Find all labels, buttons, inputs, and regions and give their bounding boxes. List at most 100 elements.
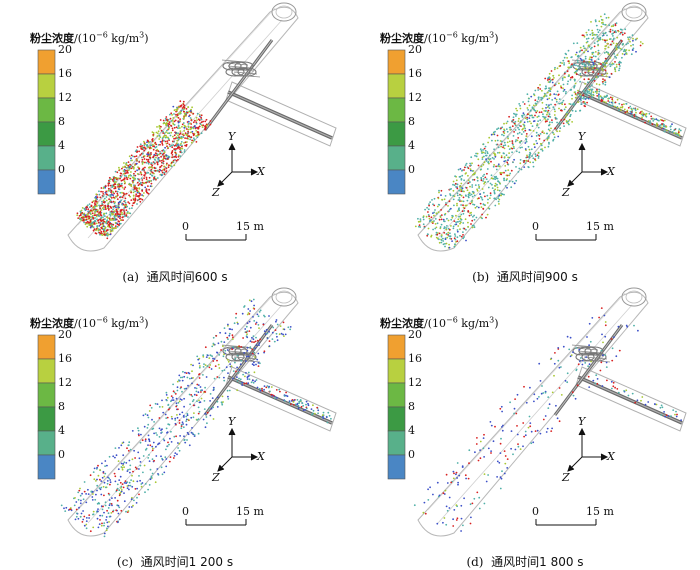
legend-title-unit: /(10 xyxy=(74,317,96,330)
legend-swatch xyxy=(387,454,406,480)
legend-colorbar xyxy=(37,334,56,480)
panel-label: (c) xyxy=(116,555,134,569)
branch-tunnel-outline xyxy=(575,366,687,432)
legend-title-exponent: −6 xyxy=(96,30,108,40)
panel-title: 通风时间900 s xyxy=(496,270,578,284)
scale-bar-start: 0 xyxy=(532,505,539,518)
scale-bar xyxy=(185,519,247,526)
legend-tick-label: 8 xyxy=(58,115,65,128)
legend-title-close: ) xyxy=(494,317,499,330)
x-axis-label: X xyxy=(257,165,265,178)
legend-tick-label: 0 xyxy=(408,448,415,461)
legend-swatch xyxy=(37,430,56,456)
x-axis-label: X xyxy=(607,165,615,178)
panel-label: (d) xyxy=(466,555,484,569)
scale-bar xyxy=(185,234,247,241)
legend-title-label: 粉尘浓度 xyxy=(30,32,74,45)
legend-title-cube: 3 xyxy=(139,30,145,40)
branch-tunnel-outline xyxy=(225,366,337,432)
panel-title: 通风时间1 800 s xyxy=(491,555,584,569)
scale-bar-end: 15 m xyxy=(586,220,614,233)
legend-title-unit2: kg/m xyxy=(107,317,140,330)
legend-tick-label: 0 xyxy=(58,163,65,176)
machinery xyxy=(571,344,611,363)
legend-tick-label: 16 xyxy=(408,352,422,365)
legend-tick-label: 0 xyxy=(58,448,65,461)
legend-title-unit2: kg/m xyxy=(107,32,140,45)
legend-swatch xyxy=(37,73,56,99)
legend-swatch xyxy=(37,121,56,147)
panel-caption: (a) 通风时间600 s xyxy=(0,268,350,285)
legend-swatch xyxy=(37,358,56,384)
legend-title-label: 粉尘浓度 xyxy=(30,317,74,330)
legend-title: 粉尘浓度/(10−6 kg/m3) xyxy=(30,30,149,46)
legend-swatch xyxy=(37,406,56,432)
legend-swatch xyxy=(387,358,406,384)
scale-bar-start: 0 xyxy=(532,220,539,233)
legend-title: 粉尘浓度/(10−6 kg/m3) xyxy=(380,30,499,46)
legend-title-cube: 3 xyxy=(139,315,145,325)
legend-title: 粉尘浓度/(10−6 kg/m3) xyxy=(30,315,149,331)
legend-title-label: 粉尘浓度 xyxy=(380,317,424,330)
legend-swatch xyxy=(387,382,406,408)
legend-tick-label: 4 xyxy=(408,139,415,152)
legend-swatch xyxy=(387,430,406,456)
z-axis-label: Z xyxy=(212,471,220,484)
legend-swatch xyxy=(37,169,56,195)
legend-title-exponent: −6 xyxy=(446,315,458,325)
legend-colorbar xyxy=(387,49,406,195)
legend-title-unit2: kg/m xyxy=(457,32,490,45)
legend-title-close: ) xyxy=(144,32,149,45)
panel-caption: (d) 通风时间1 800 s xyxy=(350,553,700,570)
y-axis-label: Y xyxy=(578,130,586,143)
legend-title: 粉尘浓度/(10−6 kg/m3) xyxy=(380,315,499,331)
figure-panel: 粉尘浓度/(10−6 kg/m3) 20 16 12 8 4 0 Y X Z 0 15 m (a) 通风… xyxy=(0,0,350,285)
z-axis-label: Z xyxy=(562,471,570,484)
legend-colorbar xyxy=(387,334,406,480)
scale-bar xyxy=(535,519,597,526)
dust-particles xyxy=(76,100,212,240)
legend-swatch xyxy=(387,73,406,99)
legend-title-unit2: kg/m xyxy=(457,317,490,330)
legend-tick-label: 12 xyxy=(408,91,422,104)
x-axis-label: X xyxy=(257,450,265,463)
tunnel-end-cap xyxy=(621,287,647,307)
panel-title: 通风时间1 200 s xyxy=(140,555,234,569)
legend-tick-label: 4 xyxy=(58,139,65,152)
legend-tick-label: 12 xyxy=(408,376,422,389)
legend-swatch xyxy=(387,49,406,75)
panel-label: (a) xyxy=(122,270,139,284)
legend-tick-label: 4 xyxy=(408,424,415,437)
z-axis-label: Z xyxy=(212,186,220,199)
legend-swatch xyxy=(387,334,406,360)
legend-swatch xyxy=(387,406,406,432)
legend-title-cube: 3 xyxy=(489,315,495,325)
legend-tick-label: 20 xyxy=(408,328,422,341)
legend-tick-label: 20 xyxy=(58,328,72,341)
scale-bar-end: 15 m xyxy=(236,220,264,233)
figure-panel: 粉尘浓度/(10−6 kg/m3) 20 16 12 8 4 0 Y X Z 0 15 m (d) 通风… xyxy=(350,285,700,570)
legend-tick-label: 12 xyxy=(58,376,72,389)
figure-panel: 粉尘浓度/(10−6 kg/m3) 20 16 12 8 4 0 Y X Z 0 15 m (c) 通风… xyxy=(0,285,350,570)
coordinate-axes xyxy=(217,142,259,187)
legend-tick-label: 16 xyxy=(58,67,72,80)
legend-title-close: ) xyxy=(494,32,499,45)
branch-tunnel-outline xyxy=(225,81,337,147)
panel-caption: (b) 通风时间900 s xyxy=(350,268,700,285)
tunnel-model xyxy=(387,287,687,537)
legend-tick-label: 0 xyxy=(408,163,415,176)
legend-swatch xyxy=(387,97,406,123)
legend-tick-label: 8 xyxy=(408,115,415,128)
panel-label: (b) xyxy=(472,270,490,284)
legend-title-label: 粉尘浓度 xyxy=(380,32,424,45)
legend-title-exponent: −6 xyxy=(96,315,108,325)
legend-tick-label: 20 xyxy=(408,43,422,56)
scale-bar xyxy=(535,234,597,241)
coordinate-axes xyxy=(217,427,259,472)
legend-tick-label: 8 xyxy=(58,400,65,413)
scale-bar-end: 15 m xyxy=(236,505,264,518)
tunnel-end-cap xyxy=(271,287,297,307)
scale-bar-end: 15 m xyxy=(586,505,614,518)
legend-title-unit: /(10 xyxy=(424,317,446,330)
coordinate-axes xyxy=(567,142,609,187)
